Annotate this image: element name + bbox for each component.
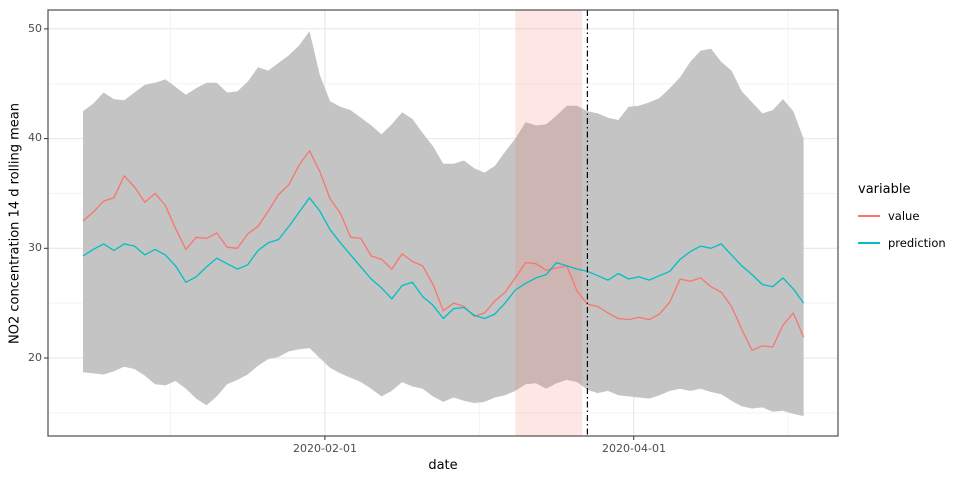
legend: variable value prediction: [858, 182, 958, 263]
legend-title: variable: [858, 182, 911, 197]
highlight-band: [515, 10, 583, 436]
y-tick-40: 40: [28, 131, 42, 144]
legend-item-prediction: prediction: [858, 236, 958, 250]
legend-label-value: value: [888, 209, 920, 223]
x-axis-title: date: [428, 458, 458, 473]
confidence-ribbon: [83, 31, 804, 417]
value-line: [82, 150, 805, 351]
y-tick-20: 20: [28, 351, 42, 364]
legend-label-prediction: prediction: [888, 236, 946, 250]
x-tick-apr: 2020-04-01: [602, 442, 666, 455]
prediction-line: [82, 197, 805, 320]
y-tick-30: 30: [28, 241, 42, 254]
prediction-line-swatch: [858, 242, 880, 244]
value-line-swatch: [858, 215, 880, 217]
panel-border: [47, 9, 839, 437]
legend-item-value: value: [858, 209, 958, 223]
x-tick-feb: 2020-02-01: [293, 442, 357, 455]
y-axis-title: NO2 concentration 14 d rolling mean: [7, 103, 23, 344]
y-tick-50: 50: [28, 22, 42, 35]
